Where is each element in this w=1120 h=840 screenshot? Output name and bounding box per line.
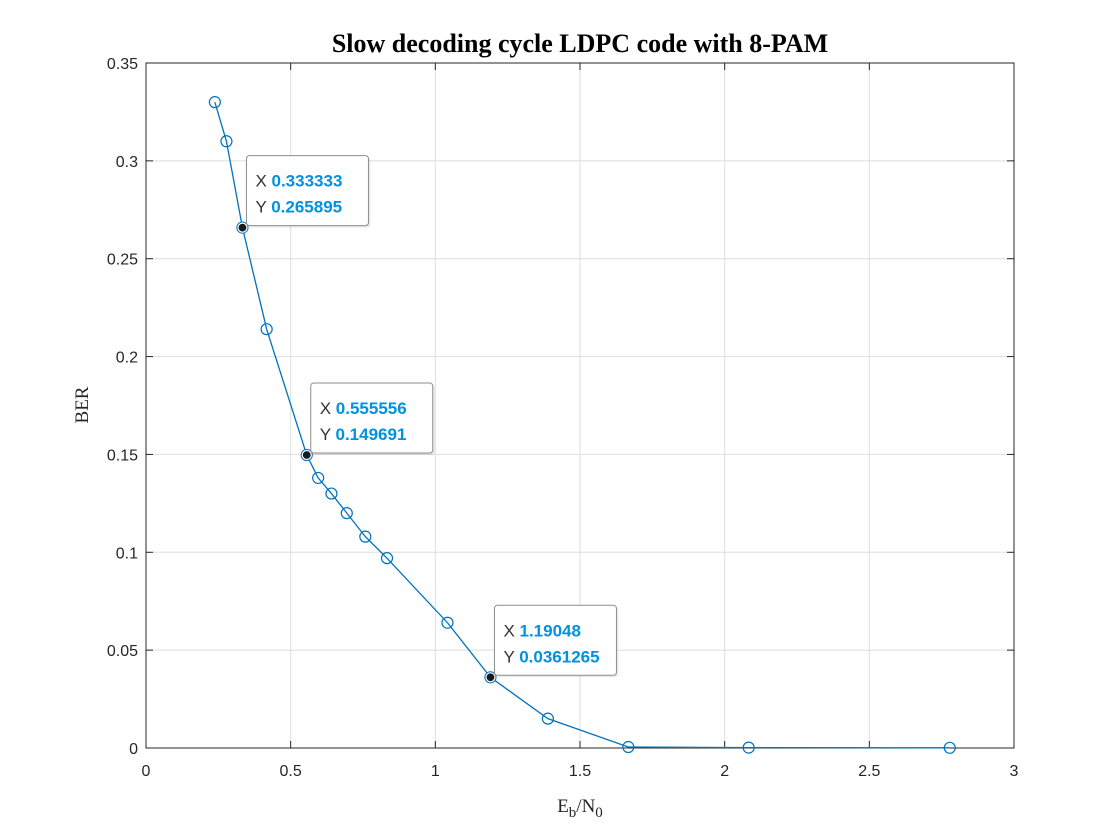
x-axis-ticks: 0 0.5 1 1.5 2 2.5 3	[142, 63, 1019, 780]
datatip-y-name: Y	[255, 198, 271, 217]
data-point[interactable]	[359, 530, 372, 543]
datatip-x-row: X 0.555556	[320, 399, 407, 418]
datatip-anchor	[485, 672, 496, 683]
datatip-y-value: 0.265895	[271, 198, 342, 217]
datatip-y-name: Y	[320, 425, 336, 444]
y-tick-label: 0.35	[107, 56, 138, 73]
datatip-anchor	[237, 222, 248, 233]
y-axis-label: BER	[72, 386, 93, 423]
y-tick-label: 0.2	[116, 350, 138, 367]
datatip-x-value: 0.333333	[272, 172, 343, 191]
datatip-y-row: Y 0.149691	[320, 425, 407, 444]
datatip-x-name: X	[320, 399, 336, 418]
datatip-y-row: Y 0.0361265	[503, 647, 599, 666]
series-markers	[208, 96, 956, 754]
y-tick-label: 0.1	[116, 545, 138, 562]
data-point[interactable]	[236, 221, 249, 234]
data-point[interactable]	[325, 487, 338, 500]
datatip-x-row: X 0.333333	[255, 172, 342, 191]
datatip-y-value: 0.149691	[336, 425, 407, 444]
x-axis-label: Eb/N0	[557, 796, 603, 821]
datatip-y-row: Y 0.265895	[255, 198, 342, 217]
datatip-x-name: X	[255, 172, 271, 191]
x-axis-label-sep: /N	[576, 796, 595, 817]
x-tick-label: 2.5	[858, 763, 880, 780]
datatip-box	[493, 604, 617, 676]
y-tick-label: 0	[129, 741, 138, 758]
data-point[interactable]	[742, 741, 755, 754]
x-tick-label: 2	[720, 763, 729, 780]
x-axis-label-sub1: b	[569, 805, 577, 821]
x-axis-label-sub2: 0	[595, 805, 603, 821]
y-tick-label: 0.05	[107, 643, 138, 660]
data-point[interactable]	[208, 96, 221, 109]
data-point[interactable]	[541, 712, 554, 725]
data-point[interactable]	[622, 740, 635, 754]
series-line	[214, 101, 950, 749]
y-tick-label: 0.15	[107, 447, 138, 464]
chart-title: Slow decoding cycle LDPC code with 8-PAM	[332, 29, 828, 58]
datatip-x-value: 1.19048	[520, 621, 581, 640]
x-axis-label-main: E	[557, 796, 569, 817]
x-tick-label: 1	[431, 763, 440, 780]
datatip-y-name: Y	[503, 647, 519, 666]
datatip-x-value: 0.555556	[336, 399, 407, 418]
x-tick-label: 3	[1010, 763, 1019, 780]
datatip-box	[245, 155, 369, 227]
x-tick-label: 0.5	[280, 763, 302, 780]
data-point[interactable]	[220, 135, 233, 148]
data-point[interactable]	[340, 507, 353, 520]
y-tick-label: 0.25	[107, 252, 138, 269]
y-tick-label: 0.3	[116, 154, 138, 171]
datatip-x-row: X 1.19048	[503, 621, 581, 640]
datatip-y-value: 0.0361265	[519, 647, 599, 666]
datatip-box	[310, 382, 434, 454]
x-tick-label: 1.5	[569, 763, 591, 780]
x-tick-label: 0	[142, 763, 151, 780]
data-point[interactable]	[484, 671, 497, 684]
datatip-x-name: X	[503, 621, 519, 640]
data-point[interactable]	[943, 741, 956, 754]
datatip-anchor	[301, 449, 312, 461]
data-point[interactable]	[312, 471, 325, 485]
data-point[interactable]	[380, 552, 394, 565]
data-point[interactable]	[260, 323, 273, 336]
data-point[interactable]	[300, 448, 313, 462]
y-axis-ticks: 0 0.05 0.1 0.15 0.2 0.25 0.3 0.35	[107, 56, 1014, 758]
data-point[interactable]	[441, 616, 454, 629]
